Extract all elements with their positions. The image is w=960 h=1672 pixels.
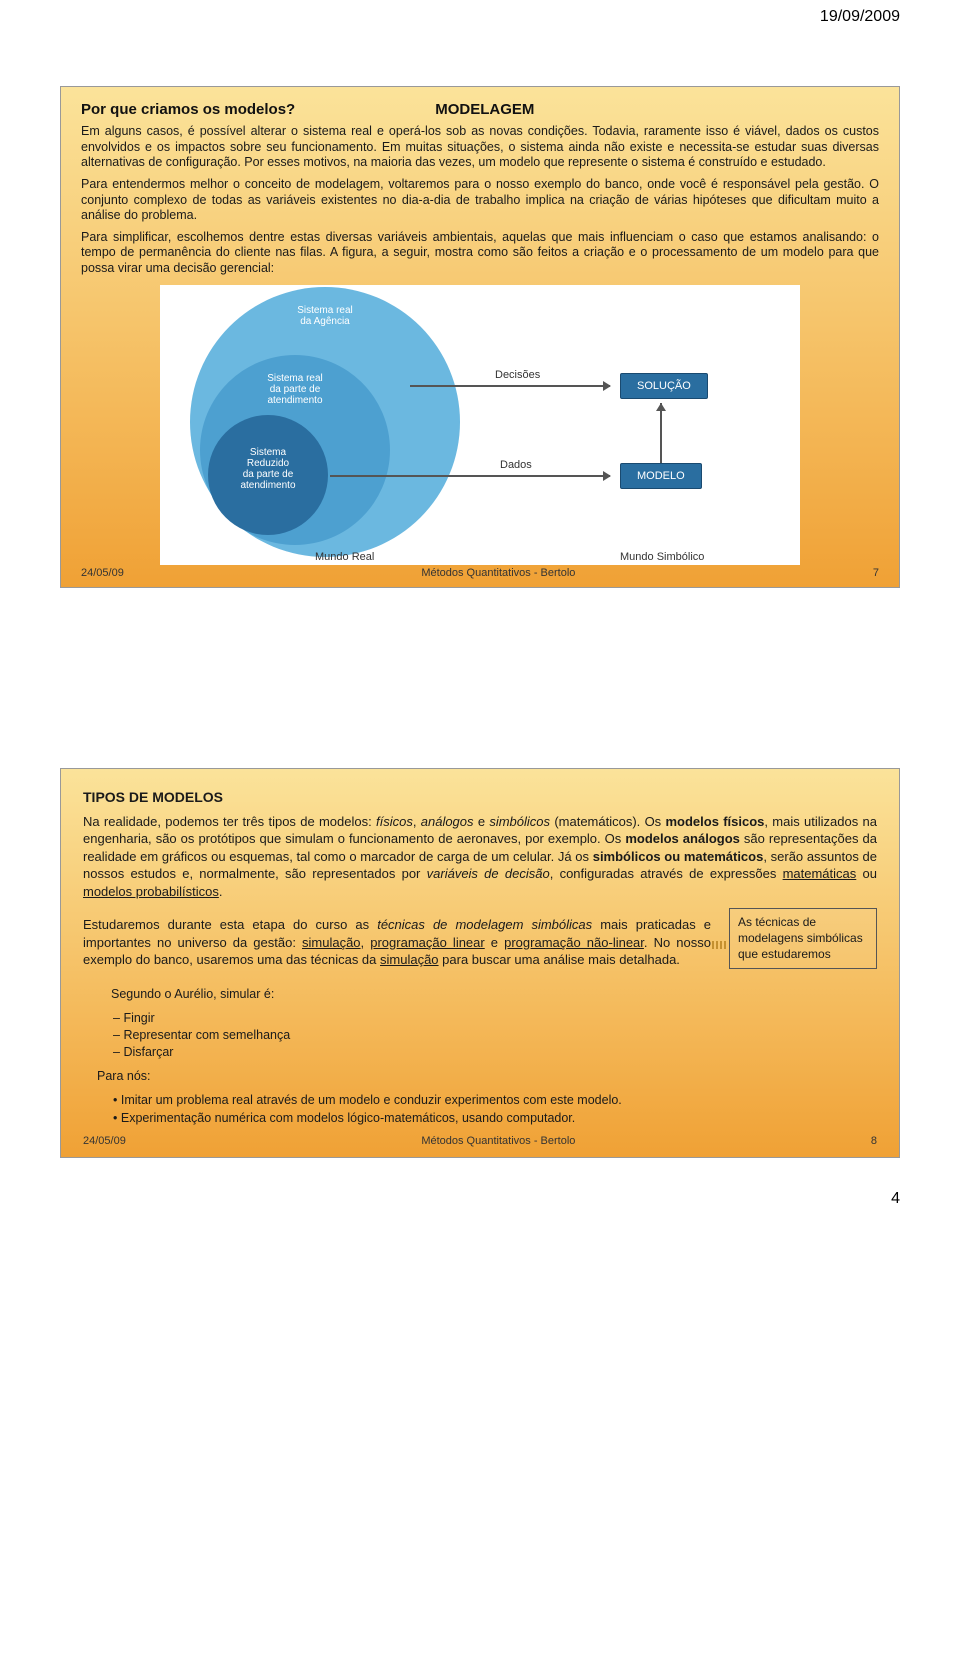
slide1-footer: 24/05/09 Métodos Quantitativos - Bertolo… [81,567,879,581]
slide2-footer-mid: Métodos Quantitativos - Bertolo [126,1135,871,1149]
slide2-title: TIPOS DE MODELOS [83,789,877,805]
box-connector [660,403,662,463]
box-modelo: MODELO [620,463,702,489]
slide1-p2: Para entendermos melhor o conceito de mo… [81,177,879,224]
aurelio-intro: Segundo o Aurélio, simular é: [111,987,877,1001]
arrow-decisoes-label: Decisões [495,369,540,381]
arrow-dados [330,475,610,477]
slide2-p1: Na realidade, podemos ter três tipos de … [83,813,877,901]
arrowhead-up-icon [656,403,666,411]
paranos-list: Imitar um problema real através de um mo… [113,1093,877,1125]
slide2-p2: Estudaremos durante esta etapa do curso … [83,916,711,969]
dash-item: Disfarçar [113,1045,877,1059]
bullet-item: Experimentação numérica com modelos lógi… [113,1111,877,1125]
dash-item: Fingir [113,1011,877,1025]
slide2-footer-page: 8 [871,1135,877,1149]
page-number: 4 [0,1178,960,1228]
header-date: 19/09/2009 [0,0,960,26]
slide1-subtitle: Por que criamos os modelos? [81,101,295,118]
slide2-footer: 24/05/09 Métodos Quantitativos - Bertolo… [83,1135,877,1149]
slide1-footer-mid: Métodos Quantitativos - Bertolo [124,567,873,581]
sidebox-tecnicas: As técnicas de modelagens simbólicas que… [729,908,877,969]
arrow-decisoes [410,385,610,387]
slide1-p3: Para simplificar, escolhemos dentre esta… [81,230,879,277]
slide2-footer-date: 24/05/09 [83,1135,126,1149]
slide1-heading: MODELAGEM [435,101,534,118]
slide1-footer-date: 24/05/09 [81,567,124,581]
mundo-real-label: Mundo Real [315,551,374,563]
slide1-p1: Em alguns casos, é possível alterar o si… [81,124,879,171]
dash-item: Representar com semelhança [113,1028,877,1042]
arrow-dados-label: Dados [500,459,532,471]
modeling-diagram: Sistema real da Agência Sistema real da … [160,285,800,565]
aurelio-list: Fingir Representar com semelhança Disfar… [113,1011,877,1059]
mundo-simbolico-label: Mundo Simbólico [620,551,704,563]
slide-tipos-modelos: TIPOS DE MODELOS Na realidade, podemos t… [60,768,900,1158]
bullet-item: Imitar um problema real através de um mo… [113,1093,877,1107]
slide-modelagem: Por que criamos os modelos? MODELAGEM Em… [60,86,900,588]
paranos-intro: Para nós: [97,1069,877,1083]
slide1-footer-page: 7 [873,567,879,581]
box-solucao: SOLUÇÃO [620,373,708,399]
circle-sistema-reduzido: Sistema Reduzido da parte de atendimento [208,415,328,535]
